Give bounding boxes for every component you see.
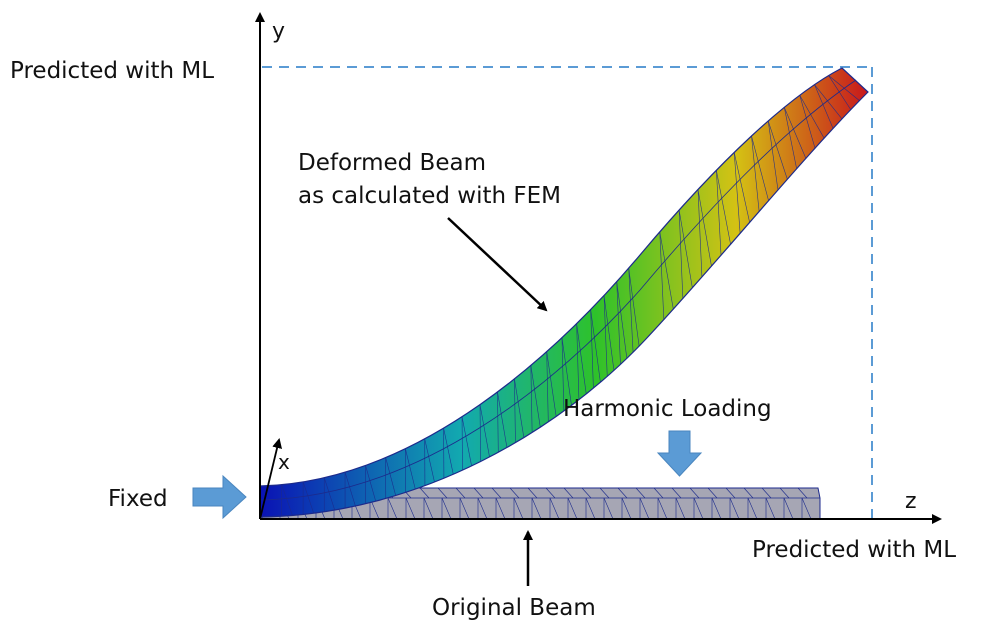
- x-axis: [259, 438, 282, 520]
- fixed-support-arrow-icon: [192, 474, 247, 520]
- axes: [255, 12, 942, 524]
- fixed-label: Fixed: [108, 486, 168, 512]
- x-axis-label: x: [278, 450, 290, 474]
- deformed-beam: [259, 67, 869, 518]
- z-axis-label: z: [905, 489, 917, 514]
- deformed-beam-mid-edge: [259, 79, 857, 501]
- deformed-beam-mesh: [281, 75, 860, 517]
- original-beam: [261, 487, 821, 520]
- dashed-guides: [262, 66, 873, 518]
- deformed-beam-label-line1: Deformed Beam: [298, 150, 486, 176]
- harmonic-load-arrow-icon: [656, 430, 703, 477]
- original-beam-label: Original Beam: [432, 595, 596, 621]
- predicted-ml-top-label: Predicted with ML: [10, 58, 214, 84]
- deformed-beam-body: [259, 67, 869, 518]
- predicted-ml-right-label: Predicted with ML: [752, 537, 956, 563]
- deformed-beam-label-line2: as calculated with FEM: [298, 183, 561, 209]
- y-axis-label: y: [272, 19, 285, 44]
- deformed-beam-pointer-arrow: [447, 217, 548, 312]
- harmonic-loading-label: Harmonic Loading: [563, 396, 772, 422]
